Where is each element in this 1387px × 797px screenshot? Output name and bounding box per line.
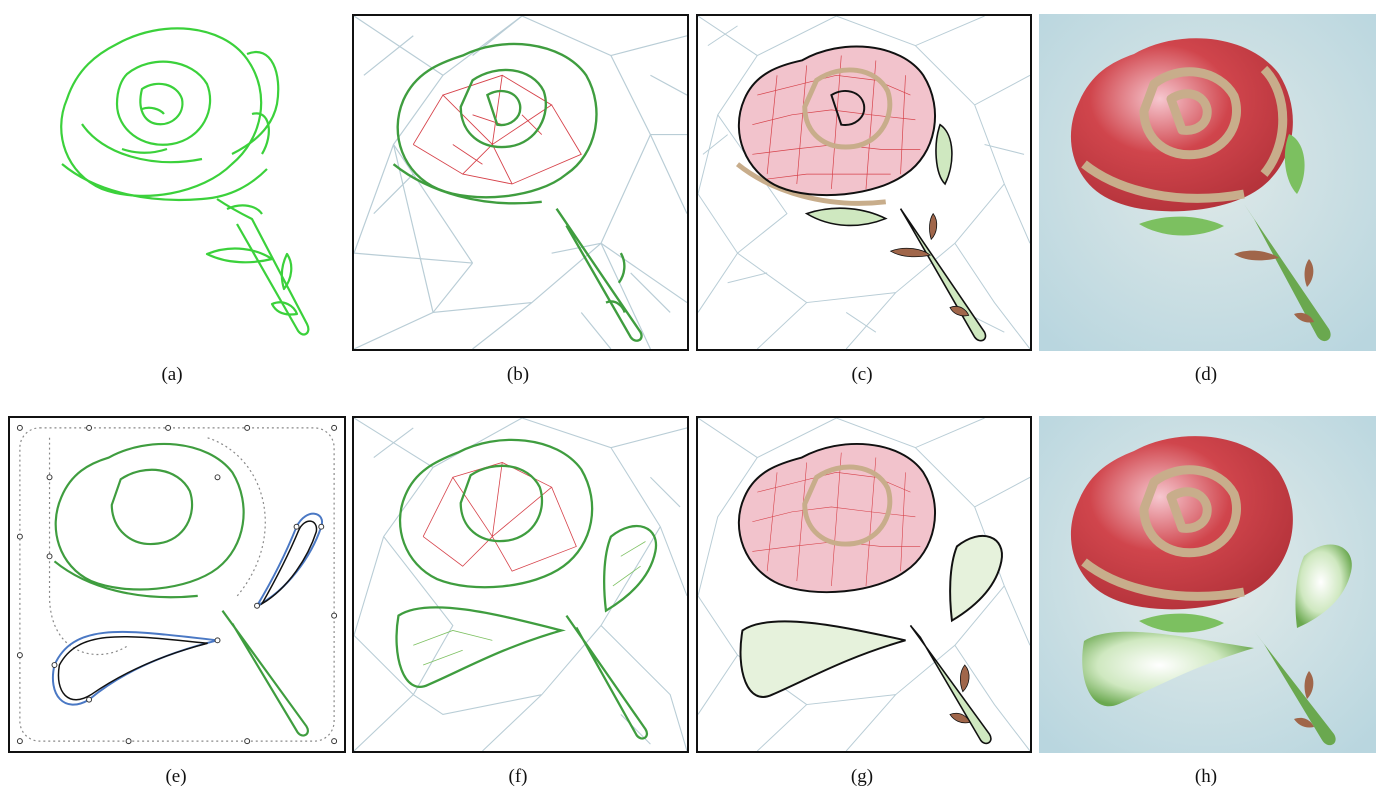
rose-rendered-leaves <box>1039 416 1376 753</box>
panel-g <box>696 416 1032 753</box>
caption-e: (e) <box>165 766 187 787</box>
rose-rendered <box>1039 14 1376 351</box>
panel-a <box>22 14 352 350</box>
panel-b <box>352 14 689 351</box>
rose-outline <box>60 27 310 336</box>
rose-control-points <box>16 424 338 745</box>
panel-d <box>1039 14 1376 351</box>
caption-a: (a) <box>161 364 183 385</box>
caption-d: (d) <box>1194 364 1218 385</box>
panel-f <box>352 416 689 753</box>
caption-g: (g) <box>850 766 874 787</box>
panel-h <box>1039 416 1376 753</box>
rose-coarse-mesh <box>354 16 687 349</box>
panel-c <box>696 14 1032 351</box>
caption-c: (c) <box>851 364 873 385</box>
caption-h: (h) <box>1194 766 1218 787</box>
rose-fine-mesh-leaves <box>698 418 1030 751</box>
panel-e <box>8 416 346 753</box>
caption-b: (b) <box>506 364 530 385</box>
caption-f: (f) <box>508 766 528 787</box>
rose-coarse-mesh-leaves <box>354 418 687 751</box>
rose-fine-mesh <box>698 16 1030 349</box>
